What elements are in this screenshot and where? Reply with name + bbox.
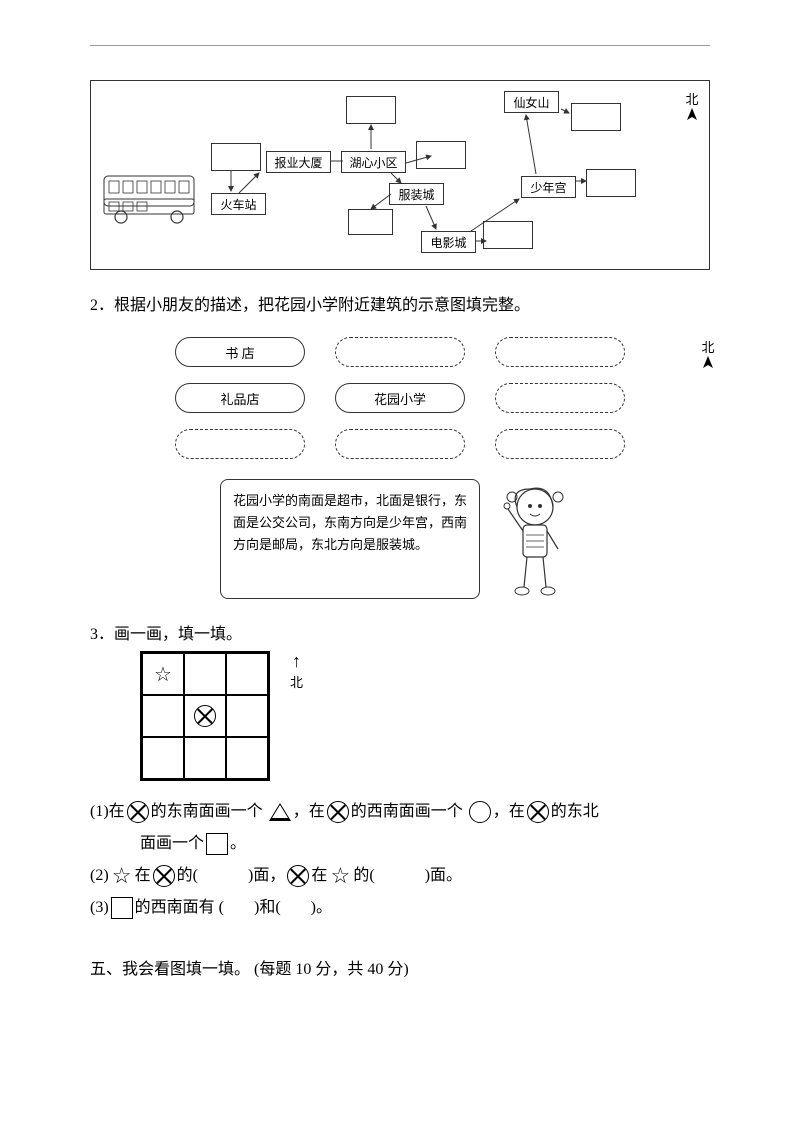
cell-0-1 bbox=[184, 653, 226, 695]
box-youth-palace: 少年宫 bbox=[521, 176, 576, 198]
pill-empty-6 bbox=[495, 429, 625, 459]
north-label: 北 bbox=[685, 89, 699, 108]
box-press-building: 报业大厦 bbox=[266, 151, 331, 173]
pill-empty-3 bbox=[495, 383, 625, 413]
cell-2-1 bbox=[184, 737, 226, 779]
empty-box-7 bbox=[586, 169, 636, 197]
question-3: 3．画一画，填一填。 ☆ ↑ 北 (1)在的东南面画一个 ，在的西南面画一个 ，… bbox=[90, 619, 710, 924]
cell-0-2 bbox=[226, 653, 268, 695]
q3-grid-row: ☆ ↑ 北 bbox=[140, 651, 710, 781]
pill-empty-1 bbox=[335, 337, 465, 367]
north-arrow-icon bbox=[685, 108, 699, 130]
pill-empty-2 bbox=[495, 337, 625, 367]
cell-2-0 bbox=[142, 737, 184, 779]
circle-x-icon bbox=[287, 865, 309, 887]
q3-sub1: (1)在的东南面画一个 ，在的西南面画一个 ，在的东北 bbox=[90, 796, 710, 828]
north-arrow-icon: ↑ bbox=[292, 651, 301, 672]
circle-icon bbox=[469, 801, 491, 823]
cell-1-1 bbox=[184, 695, 226, 737]
circle-x-icon bbox=[327, 801, 349, 823]
square-icon bbox=[111, 897, 133, 919]
q3-sub3: (3)的西南面有 ()和()。 bbox=[90, 892, 710, 924]
q2-north-indicator: 北 bbox=[701, 337, 715, 378]
question-2: 2．根据小朋友的描述，把花园小学附近建筑的示意图填完整。 书 店 礼品店 花园小… bbox=[90, 290, 710, 599]
empty-box-1 bbox=[211, 143, 261, 171]
square-icon bbox=[206, 833, 228, 855]
cell-1-0 bbox=[142, 695, 184, 737]
north-label: 北 bbox=[701, 337, 715, 356]
pill-empty-4 bbox=[175, 429, 305, 459]
box-clothing-city: 服装城 bbox=[389, 183, 444, 205]
cell-2-2 bbox=[226, 737, 268, 779]
north-label: 北 bbox=[290, 672, 303, 691]
circle-x-icon bbox=[127, 801, 149, 823]
pill-bookstore: 书 店 bbox=[175, 337, 305, 367]
empty-box-6 bbox=[571, 103, 621, 131]
empty-box-5 bbox=[483, 221, 533, 249]
q3-sub2: (2)☆在的()面，在☆的()面。 bbox=[90, 860, 710, 892]
pill-gift-shop: 礼品店 bbox=[175, 383, 305, 413]
empty-box-2 bbox=[346, 96, 396, 124]
cell-1-2 bbox=[226, 695, 268, 737]
q1-diagram: 火车站 报业大厦 湖心小区 服装城 电影城 少年宫 仙女山 北 bbox=[90, 80, 710, 270]
q2-text: 2．根据小朋友的描述，把花园小学附近建筑的示意图填完整。 bbox=[90, 290, 710, 322]
q3-sub1-line2: 面画一个。 bbox=[90, 828, 710, 860]
circle-x-icon bbox=[194, 705, 216, 727]
page-top-border bbox=[90, 45, 710, 46]
box-cinema-city: 电影城 bbox=[421, 231, 476, 253]
empty-box-4 bbox=[348, 209, 393, 235]
circle-x-icon bbox=[153, 865, 175, 887]
bus-illustration bbox=[99, 171, 199, 226]
q2-speech-row: 花园小学的南面是超市，北面是银行，东面是公交公司，东南方向是少年宫，西南方向是邮… bbox=[90, 479, 710, 599]
box-train-station: 火车站 bbox=[211, 193, 266, 215]
cell-0-0: ☆ bbox=[142, 653, 184, 695]
q3-grid: ☆ bbox=[140, 651, 270, 781]
star-icon: ☆ bbox=[329, 865, 351, 887]
q5-title: 五、我会看图填一填。 (每题 10 分，共 40 分) bbox=[90, 954, 710, 986]
speech-bubble: 花园小学的南面是超市，北面是银行，东面是公交公司，东南方向是少年宫，西南方向是邮… bbox=[220, 479, 480, 599]
q2-pill-grid: 书 店 礼品店 花园小学 北 bbox=[120, 337, 680, 459]
q3-north-indicator: ↑ 北 bbox=[290, 651, 303, 691]
triangle-icon bbox=[269, 803, 291, 821]
empty-box-3 bbox=[416, 141, 466, 169]
star-icon: ☆ bbox=[111, 865, 133, 887]
circle-x-icon bbox=[527, 801, 549, 823]
girl-illustration bbox=[490, 479, 580, 599]
q1-north-indicator: 北 bbox=[685, 89, 699, 130]
question-5: 五、我会看图填一填。 (每题 10 分，共 40 分) bbox=[90, 954, 710, 986]
pill-empty-5 bbox=[335, 429, 465, 459]
pill-garden-school: 花园小学 bbox=[335, 383, 465, 413]
box-fairy-mountain: 仙女山 bbox=[504, 91, 559, 113]
box-lake-community: 湖心小区 bbox=[341, 151, 406, 173]
q3-title: 3．画一画，填一填。 bbox=[90, 619, 710, 651]
